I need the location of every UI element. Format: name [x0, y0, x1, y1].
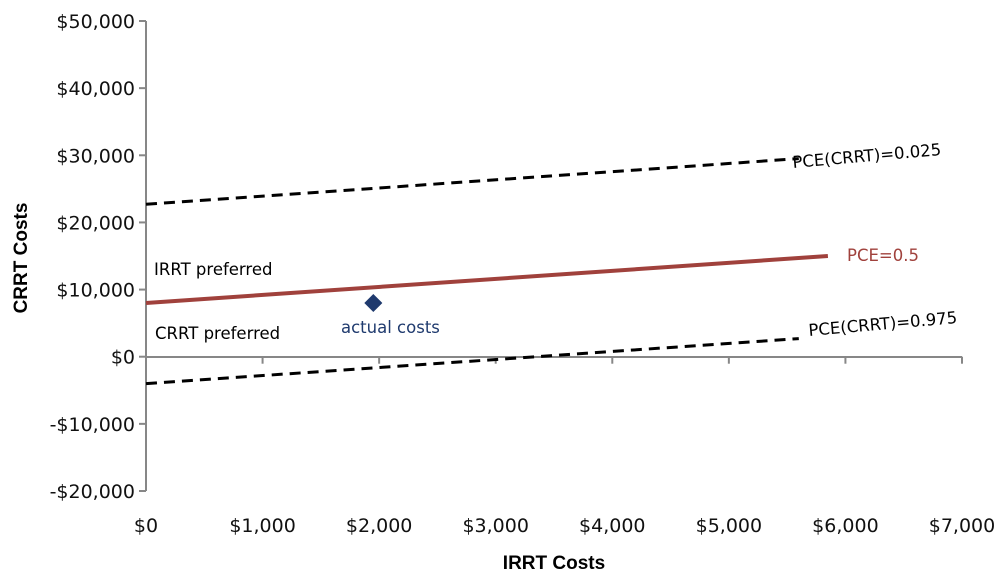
series-line-3 [146, 339, 799, 384]
y-tick-label: $50,000 [56, 11, 135, 33]
x-tick-label: $2,000 [346, 515, 412, 537]
y-tick-label: $0 [111, 347, 135, 369]
y-tick-label: -$10,000 [50, 414, 135, 436]
actual-costs-marker [364, 294, 382, 312]
y-tick-label: -$20,000 [50, 481, 135, 503]
x-tick-label: $7,000 [929, 515, 995, 537]
points-layer [364, 294, 382, 312]
x-tick-label: $3,000 [462, 515, 528, 537]
y-tick-label: $30,000 [56, 145, 135, 167]
x-tick-label: $0 [134, 515, 158, 537]
x-tick-label: $5,000 [696, 515, 762, 537]
series-label-pce-0025: PCE(CRRT)=0.025 [792, 140, 942, 172]
series-label-pce-05: PCE=0.5 [847, 246, 919, 265]
y-tick-label: $10,000 [56, 280, 135, 302]
x-tick-label: $1,000 [229, 515, 295, 537]
series-label-pce-0975: PCE(CRRT)=0.975 [808, 308, 958, 340]
annotation-irrt-preferred: IRRT preferred [154, 260, 272, 279]
y-tick-label: $40,000 [56, 78, 135, 100]
x-axis-title: IRRT Costs [503, 553, 605, 573]
y-axis-title: CRRT Costs [11, 203, 32, 314]
annotation-crrt-preferred: CRRT preferred [155, 324, 280, 343]
y-tick-label: $20,000 [56, 212, 135, 234]
y-ticks: $50,000 $40,000 $30,000 $20,000 $10,000 $0 -$1… [50, 11, 146, 503]
x-ticks: $0 $1,000 $2,000 $3,000 $4,000 $5,000 $6,000 $7… [134, 357, 995, 537]
x-tick-label: $4,000 [579, 515, 645, 537]
series-line-1 [146, 159, 799, 205]
x-tick-label: $6,000 [812, 515, 878, 537]
actual-costs-label: actual costs [341, 318, 440, 337]
